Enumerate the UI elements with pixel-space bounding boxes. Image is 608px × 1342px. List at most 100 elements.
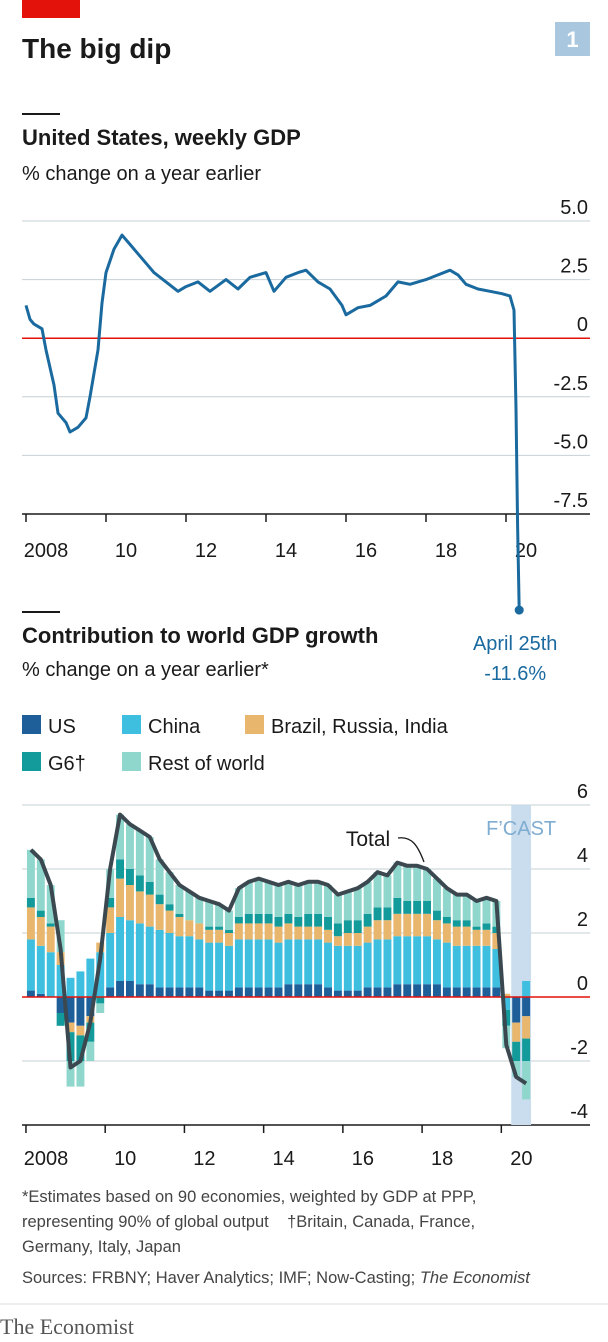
x-tick-label: 16 xyxy=(352,1148,374,1170)
bar-segment xyxy=(215,926,224,930)
bar-segment xyxy=(26,939,35,991)
footnote: Germany, Italy, Japan xyxy=(22,1238,181,1256)
bar-segment xyxy=(215,942,224,991)
data-line xyxy=(24,233,521,611)
overlay: -7.5 -5.0 -2.5 0 2.5 5.0 2008 10 12 14 16 18 20 April… xyxy=(22,197,590,685)
bar-segment xyxy=(225,945,233,991)
bar-segment xyxy=(165,987,174,997)
bar-segment xyxy=(165,904,174,911)
bar-segment xyxy=(46,923,55,927)
bar-segment xyxy=(195,923,204,940)
bar-segment xyxy=(383,875,392,908)
bar-segment xyxy=(116,878,125,917)
bar-segment xyxy=(106,907,115,933)
forecast-label: F’CAST xyxy=(486,818,556,840)
bar-segment xyxy=(165,872,174,905)
bar-segment xyxy=(324,929,332,943)
bar-segment xyxy=(185,891,194,921)
bar-segment xyxy=(413,913,422,937)
bar-segment xyxy=(333,945,342,991)
bar-segment xyxy=(215,929,224,943)
bar-segment xyxy=(116,981,125,997)
data-label: -11.6% xyxy=(484,663,546,685)
bar-segment xyxy=(175,987,184,997)
bar-segment xyxy=(413,936,422,985)
bar-segment xyxy=(403,901,412,914)
bar-segment xyxy=(145,837,154,882)
bar-segment xyxy=(36,917,45,946)
bar-segment xyxy=(314,984,323,997)
bar-segment xyxy=(333,894,342,924)
bar-segment xyxy=(66,997,75,1023)
bar-segment xyxy=(36,859,45,911)
x-tick-label: 2008 xyxy=(24,1148,69,1170)
bar-segment xyxy=(175,936,184,988)
bar-segment xyxy=(304,913,313,927)
bar-segment xyxy=(195,939,204,988)
bar-segment xyxy=(492,987,501,997)
bar-segment xyxy=(432,878,441,911)
bar-segment xyxy=(314,913,323,927)
bar-segment xyxy=(353,945,362,991)
bar-segment xyxy=(225,990,233,997)
bar-segment xyxy=(135,891,144,924)
bar-segment xyxy=(205,929,214,943)
bar-segment xyxy=(284,939,293,985)
y-tick-label: -7.5 xyxy=(554,490,588,512)
bar-segment xyxy=(482,987,491,997)
bar-segment xyxy=(393,897,402,914)
bar-segment xyxy=(264,939,273,988)
footnote: representing 90% of global output †Brita… xyxy=(22,1213,475,1231)
bar-segment xyxy=(26,990,35,997)
bar-segment xyxy=(373,920,382,940)
bar-segment xyxy=(66,1022,75,1033)
bar-segment xyxy=(274,926,283,943)
y-tick-label: -2 xyxy=(570,1037,588,1059)
bar-segment xyxy=(254,939,263,988)
bar-segment xyxy=(185,936,194,988)
bar-segment xyxy=(403,913,412,937)
bar-segment xyxy=(472,987,481,997)
chart-subtitle: % change on a year earlier* xyxy=(22,659,269,681)
bar-segment xyxy=(462,894,471,921)
bar-segment xyxy=(423,913,432,937)
bar-segment xyxy=(294,939,303,985)
bar-segment xyxy=(363,913,372,927)
bar-segment xyxy=(76,1035,85,1061)
bar-segment xyxy=(462,945,471,988)
bar-segment xyxy=(482,923,491,930)
bar-segment xyxy=(294,926,303,940)
bar-segment xyxy=(432,920,441,940)
x-tick-label: 14 xyxy=(275,540,297,562)
bar-segment xyxy=(492,933,501,949)
bar-segment xyxy=(106,987,115,997)
bar-segment xyxy=(333,990,342,997)
bar-segment xyxy=(244,881,253,914)
bar-segment xyxy=(442,888,451,917)
bar-segment xyxy=(403,865,412,901)
overlay: -4 -2 0 2 4 6 2008 10 12 14 16 18 20 F’CAST Total US Chi… xyxy=(22,715,590,1170)
bar-segment xyxy=(125,869,134,885)
bar-segment xyxy=(343,933,352,946)
bar-segment xyxy=(423,869,432,901)
bar-segment xyxy=(254,987,263,997)
bar-segment xyxy=(234,917,243,924)
bar-segment xyxy=(76,1025,85,1036)
bar-segment xyxy=(373,987,382,997)
legend-swatch xyxy=(22,715,41,734)
x-tick-label: 14 xyxy=(273,1148,295,1170)
bar-segment xyxy=(205,901,214,927)
brand: The Economist xyxy=(0,1314,134,1339)
bar-segment xyxy=(36,993,45,997)
bar-segment xyxy=(442,917,451,924)
bar-segment xyxy=(175,885,184,914)
bar-segment xyxy=(393,936,402,985)
line-label: Total xyxy=(346,828,390,851)
y-tick-label: 4 xyxy=(577,845,588,867)
bar-segment xyxy=(225,910,233,930)
bar-segment xyxy=(86,997,95,1017)
legend-swatch xyxy=(122,752,141,771)
legend-swatch xyxy=(122,715,141,734)
bar-segment xyxy=(56,1013,65,1026)
bar-segment xyxy=(502,997,511,1010)
